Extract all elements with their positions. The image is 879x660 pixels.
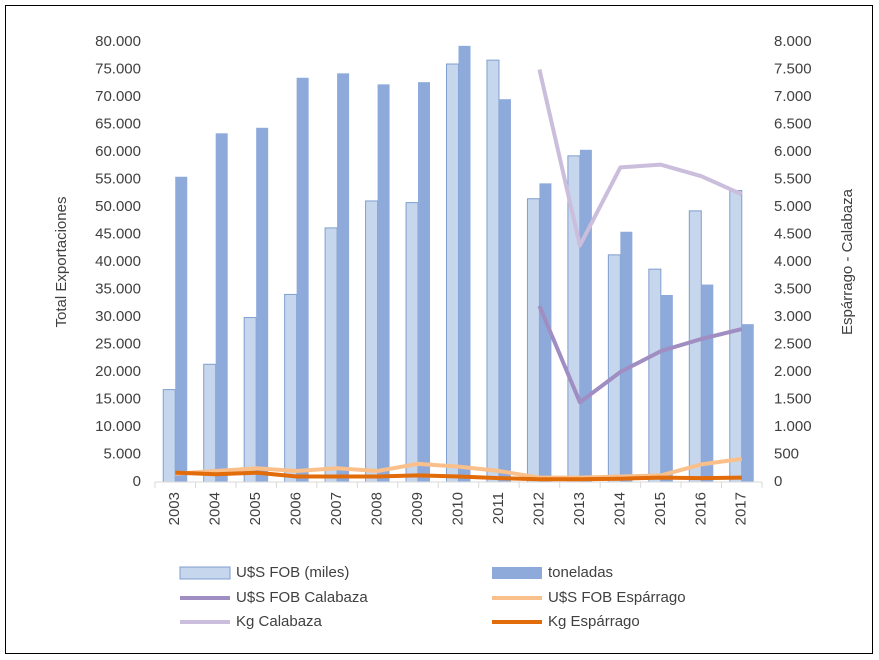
y-tick-label: 55.000 bbox=[95, 170, 141, 187]
y2-tick-label: 2.000 bbox=[774, 363, 812, 380]
line-series bbox=[175, 456, 743, 480]
bar bbox=[365, 200, 379, 483]
bar bbox=[648, 268, 662, 483]
bar bbox=[377, 84, 390, 482]
x-tick-label: 2003 bbox=[166, 492, 183, 525]
bar bbox=[215, 133, 228, 483]
bar bbox=[324, 227, 338, 483]
y-tick-label: 75.000 bbox=[95, 60, 141, 77]
y-tick-label: 20.000 bbox=[95, 363, 141, 380]
y2-tick-label: 1.500 bbox=[774, 390, 812, 407]
bar bbox=[498, 99, 511, 482]
bar bbox=[526, 198, 540, 483]
y-tick-label: 30.000 bbox=[95, 308, 141, 325]
bar bbox=[162, 389, 176, 483]
y2-tick-label: 4.000 bbox=[774, 253, 812, 270]
bar bbox=[607, 254, 621, 483]
legend-label: Kg Espárrago bbox=[548, 613, 640, 630]
bar bbox=[701, 284, 714, 482]
y2-tick-label: 4.500 bbox=[774, 225, 812, 242]
x-tick-label: 2010 bbox=[449, 492, 466, 525]
x-tick-label: 2006 bbox=[288, 492, 305, 525]
x-tick-label: 2015 bbox=[652, 492, 669, 525]
y2-axis-title: Espárrago - Calabaza bbox=[839, 188, 856, 335]
legend-swatch bbox=[492, 567, 542, 579]
line-series bbox=[175, 470, 742, 482]
bar bbox=[405, 202, 419, 483]
bar bbox=[418, 82, 431, 483]
y-tick-label: 80.000 bbox=[95, 33, 141, 50]
bar bbox=[175, 176, 188, 482]
x-tick-label: 2008 bbox=[369, 492, 386, 525]
line-series bbox=[537, 69, 743, 248]
x-tick-label: 2013 bbox=[571, 492, 588, 525]
y-tick-label: 25.000 bbox=[95, 335, 141, 352]
y-tick-label: 70.000 bbox=[95, 88, 141, 105]
y-tick-label: 40.000 bbox=[95, 253, 141, 270]
bar bbox=[620, 231, 633, 482]
bar bbox=[539, 183, 552, 482]
y-tick-label: 10.000 bbox=[95, 418, 141, 435]
x-tick-label: 2005 bbox=[247, 492, 264, 525]
x-tick-label: 2012 bbox=[530, 492, 547, 525]
bar bbox=[203, 363, 217, 483]
y2-tick-label: 500 bbox=[774, 445, 799, 462]
x-tick-label: 2007 bbox=[328, 492, 345, 525]
x-tick-label: 2004 bbox=[207, 492, 224, 525]
y2-tick-label: 0 bbox=[774, 473, 782, 490]
bar bbox=[660, 295, 673, 482]
y2-tick-label: 6.000 bbox=[774, 143, 812, 160]
bar bbox=[688, 210, 702, 483]
y-tick-label: 50.000 bbox=[95, 198, 141, 215]
x-tick-label: 2011 bbox=[490, 492, 507, 524]
bar bbox=[741, 324, 754, 482]
x-tick-label: 2009 bbox=[409, 492, 426, 525]
y-tick-label: 15.000 bbox=[95, 390, 141, 407]
legend-label: toneladas bbox=[548, 564, 613, 581]
bar bbox=[729, 190, 743, 483]
bar bbox=[337, 73, 350, 482]
bar bbox=[446, 63, 459, 483]
y-tick-label: 65.000 bbox=[95, 115, 141, 132]
y-tick-label: 35.000 bbox=[95, 280, 141, 297]
bar bbox=[579, 149, 592, 483]
line-series bbox=[537, 305, 743, 405]
y-tick-label: 0 bbox=[133, 473, 141, 490]
y2-tick-label: 7.500 bbox=[774, 60, 812, 77]
legend-label: Kg Calabaza bbox=[236, 613, 323, 630]
bar bbox=[243, 317, 257, 483]
y2-tick-label: 2.500 bbox=[774, 335, 812, 352]
y2-tick-label: 8.000 bbox=[774, 33, 812, 50]
x-tick-label: 2014 bbox=[611, 492, 628, 525]
y2-tick-label: 3.500 bbox=[774, 280, 812, 297]
legend-swatch bbox=[179, 566, 231, 580]
legend-label: U$S FOB Calabaza bbox=[236, 589, 368, 606]
bar bbox=[458, 45, 471, 482]
bar bbox=[486, 59, 500, 483]
y2-tick-label: 5.500 bbox=[774, 170, 812, 187]
legend-label: U$S FOB (miles) bbox=[236, 564, 349, 581]
bar bbox=[296, 77, 309, 482]
y-tick-label: 60.000 bbox=[95, 143, 141, 160]
y2-tick-label: 3.000 bbox=[774, 308, 812, 325]
y-tick-label: 45.000 bbox=[95, 225, 141, 242]
bar bbox=[284, 293, 298, 483]
y2-tick-label: 5.000 bbox=[774, 198, 812, 215]
frame bbox=[5, 5, 873, 654]
bar bbox=[256, 127, 269, 483]
y-tick-label: 5.000 bbox=[103, 445, 141, 462]
x-tick-label: 2016 bbox=[692, 492, 709, 525]
x-tick-label: 2017 bbox=[733, 492, 750, 525]
y2-tick-label: 7.000 bbox=[774, 88, 812, 105]
y2-tick-label: 6.500 bbox=[774, 115, 812, 132]
y-axis-title: Total Exportaciones bbox=[53, 197, 70, 328]
legend-label: U$S FOB Espárrago bbox=[548, 589, 686, 606]
y2-tick-label: 1.000 bbox=[774, 418, 812, 435]
